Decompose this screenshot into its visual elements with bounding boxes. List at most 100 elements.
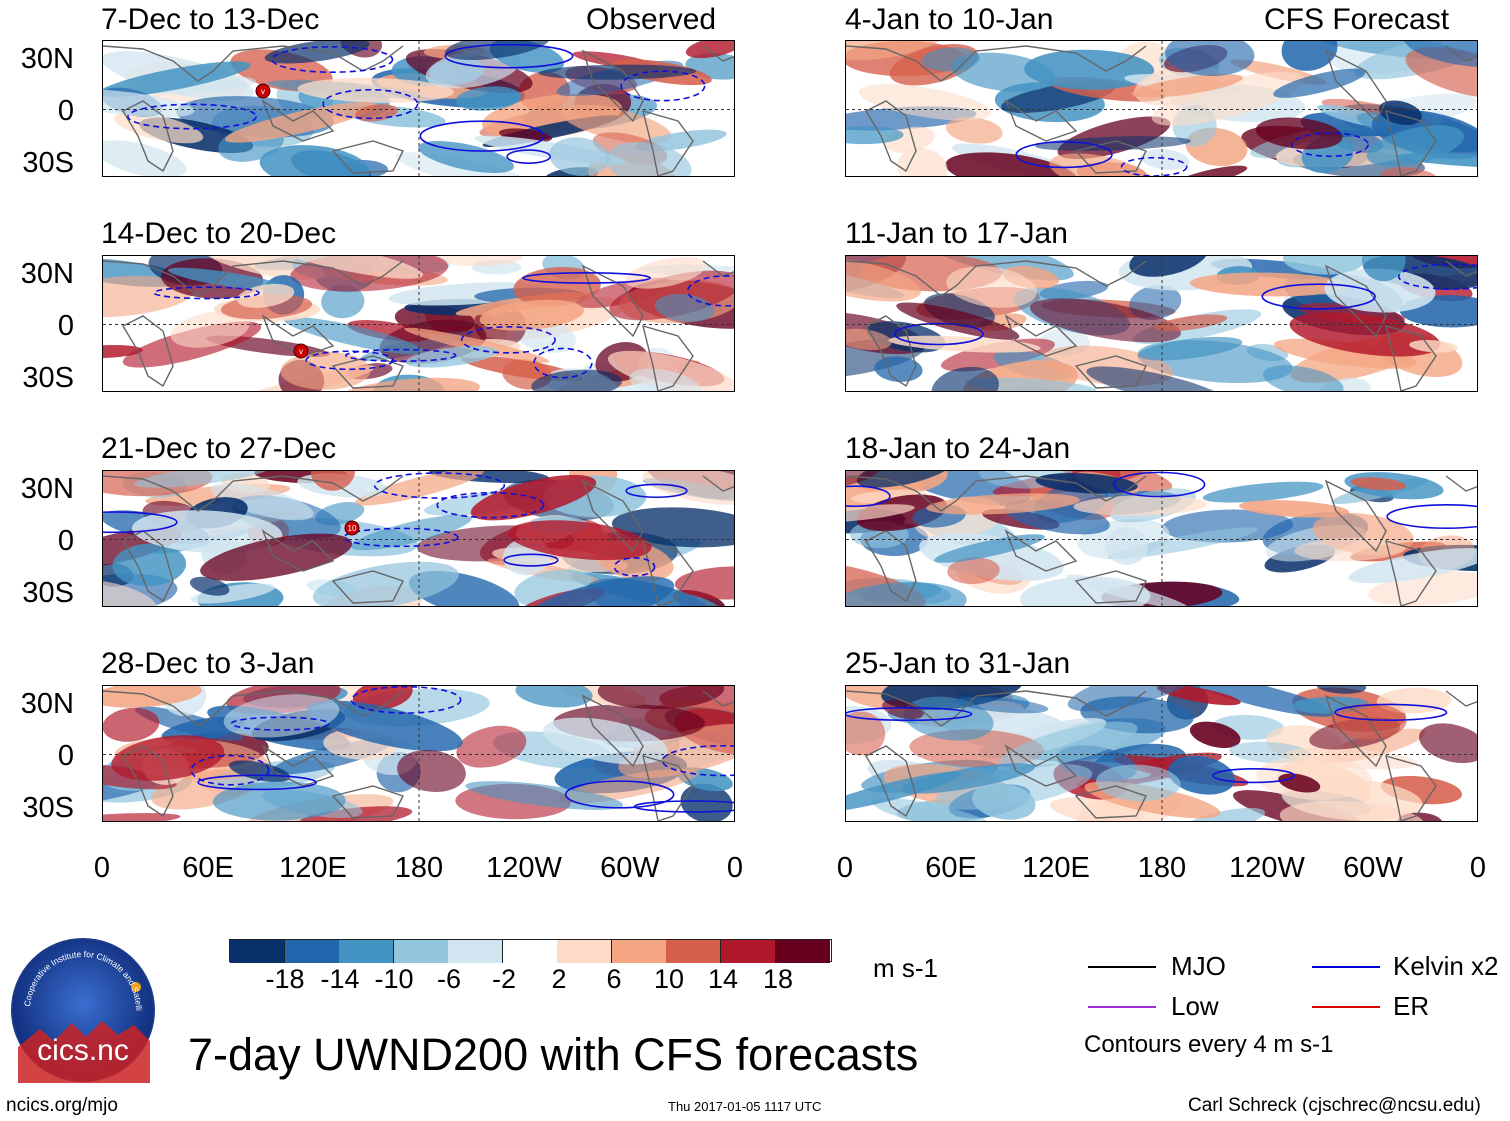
kelvin-contour xyxy=(686,275,734,307)
anomaly-blob xyxy=(1381,167,1439,176)
coastline xyxy=(122,530,174,603)
anomaly-blob xyxy=(538,64,697,80)
kelvin-contour xyxy=(230,716,330,731)
coastline xyxy=(103,475,404,512)
anomaly-blob xyxy=(223,694,340,738)
map-panel-left-4 xyxy=(102,685,735,822)
kelvin-contour xyxy=(444,43,574,69)
coastlines xyxy=(103,45,734,176)
anomaly-blob xyxy=(404,327,550,363)
anomaly-blob xyxy=(846,471,882,487)
anomaly-blob xyxy=(228,760,291,783)
coastline xyxy=(865,315,917,388)
anomaly-blob xyxy=(1067,686,1201,712)
lat-label: 30N xyxy=(20,258,74,290)
anomaly-blob xyxy=(395,152,541,176)
anomaly-blob xyxy=(685,41,734,59)
anomaly-blob xyxy=(224,102,376,143)
anomaly-blob xyxy=(896,302,1020,340)
lon-label: 120E xyxy=(1022,852,1090,884)
cics-logo[interactable]: Cooperative Institute for Climate and Sa… xyxy=(8,929,156,1083)
anomaly-blob xyxy=(1350,477,1407,491)
kelvin-contour xyxy=(846,485,891,508)
coastline xyxy=(331,140,404,174)
anomaly-blob xyxy=(513,266,601,307)
anomaly-blob xyxy=(543,717,668,765)
coastline xyxy=(1074,785,1147,819)
anomaly-blob xyxy=(858,84,991,121)
map-panel-left-2: v xyxy=(102,255,735,392)
coastline xyxy=(1324,49,1387,123)
kelvin-contour xyxy=(343,527,459,548)
anomaly-blob xyxy=(212,781,346,821)
anomaly-blob xyxy=(972,783,1036,820)
anomaly-blob xyxy=(947,557,1000,585)
anomaly-blob xyxy=(189,576,230,596)
anomaly-blob xyxy=(321,284,365,319)
coastline xyxy=(103,690,404,727)
anomaly-blob xyxy=(926,493,1080,515)
anomaly-blob xyxy=(946,266,1037,308)
coastline xyxy=(1074,355,1147,389)
anomaly-blob xyxy=(1273,338,1417,369)
anomaly-blob xyxy=(103,89,195,118)
coastline xyxy=(1445,690,1477,707)
coastline xyxy=(331,785,404,819)
anomaly-blob xyxy=(1086,366,1229,391)
footer-url[interactable]: ncics.org/mjo xyxy=(6,1095,118,1116)
kelvin-contour xyxy=(1212,767,1296,784)
kelvin-contour xyxy=(373,472,506,499)
coastline xyxy=(1074,140,1147,174)
lat-label: 30S xyxy=(22,792,74,824)
kelvin-contours xyxy=(190,686,734,813)
anomaly-blob xyxy=(945,152,1078,176)
coastline xyxy=(1324,694,1387,768)
anomaly-blob xyxy=(306,700,463,752)
lon-label: 0 xyxy=(93,852,111,884)
lon-label: 60E xyxy=(925,852,977,884)
anomaly-blob xyxy=(846,582,967,606)
anomaly-blob xyxy=(336,377,480,391)
anomaly-blob xyxy=(856,471,954,488)
anomaly-blob xyxy=(934,534,1045,563)
anomaly-blob xyxy=(618,723,734,778)
coastline xyxy=(846,260,1147,297)
anomaly-blob xyxy=(1279,800,1425,821)
kelvin-contour xyxy=(1386,504,1477,529)
coastline xyxy=(1004,314,1078,357)
anomaly-blob xyxy=(259,145,370,176)
coastline xyxy=(846,690,1147,727)
colorbar-tick: -14 xyxy=(320,964,360,994)
coastline xyxy=(1385,324,1437,391)
kelvin-contour xyxy=(1015,141,1113,169)
kelvin-contour xyxy=(103,511,178,534)
anomaly-blob xyxy=(1202,481,1324,503)
kelvin-contour xyxy=(1291,132,1369,158)
anomaly-blob xyxy=(280,351,371,390)
anomaly-blob xyxy=(170,311,250,348)
legend-label-kelvin: Kelvin x2 xyxy=(1393,951,1499,981)
anomaly-blob xyxy=(1184,808,1266,821)
anomaly-blob xyxy=(560,104,672,144)
legend-line-kelvin xyxy=(1312,966,1380,968)
anomaly-blob xyxy=(111,735,225,781)
coastlines xyxy=(846,45,1477,176)
lat-label: 30N xyxy=(20,473,74,505)
anomaly-blob xyxy=(515,686,593,708)
anomaly-blob xyxy=(210,482,314,521)
anomaly-blob xyxy=(642,471,734,505)
anomaly-blob xyxy=(103,579,158,606)
anomaly-blob xyxy=(597,686,725,710)
colorbar-swatch xyxy=(393,940,449,963)
footer-credit: Carl Schreck (cjschrec@ncsu.edu) xyxy=(1188,1095,1481,1116)
map-panel-left-3: 10 xyxy=(102,470,735,607)
colorbar-tick: 18 xyxy=(762,964,794,994)
colorbar-tick: -6 xyxy=(436,964,461,994)
anomaly-blob xyxy=(1366,125,1465,167)
kelvin-contour xyxy=(1120,156,1188,176)
kelvin-contour xyxy=(190,754,270,786)
anomaly-blob xyxy=(1419,723,1477,764)
anomaly-blob xyxy=(1024,49,1155,90)
coastline xyxy=(122,100,174,173)
lat-label: 30S xyxy=(22,577,74,609)
